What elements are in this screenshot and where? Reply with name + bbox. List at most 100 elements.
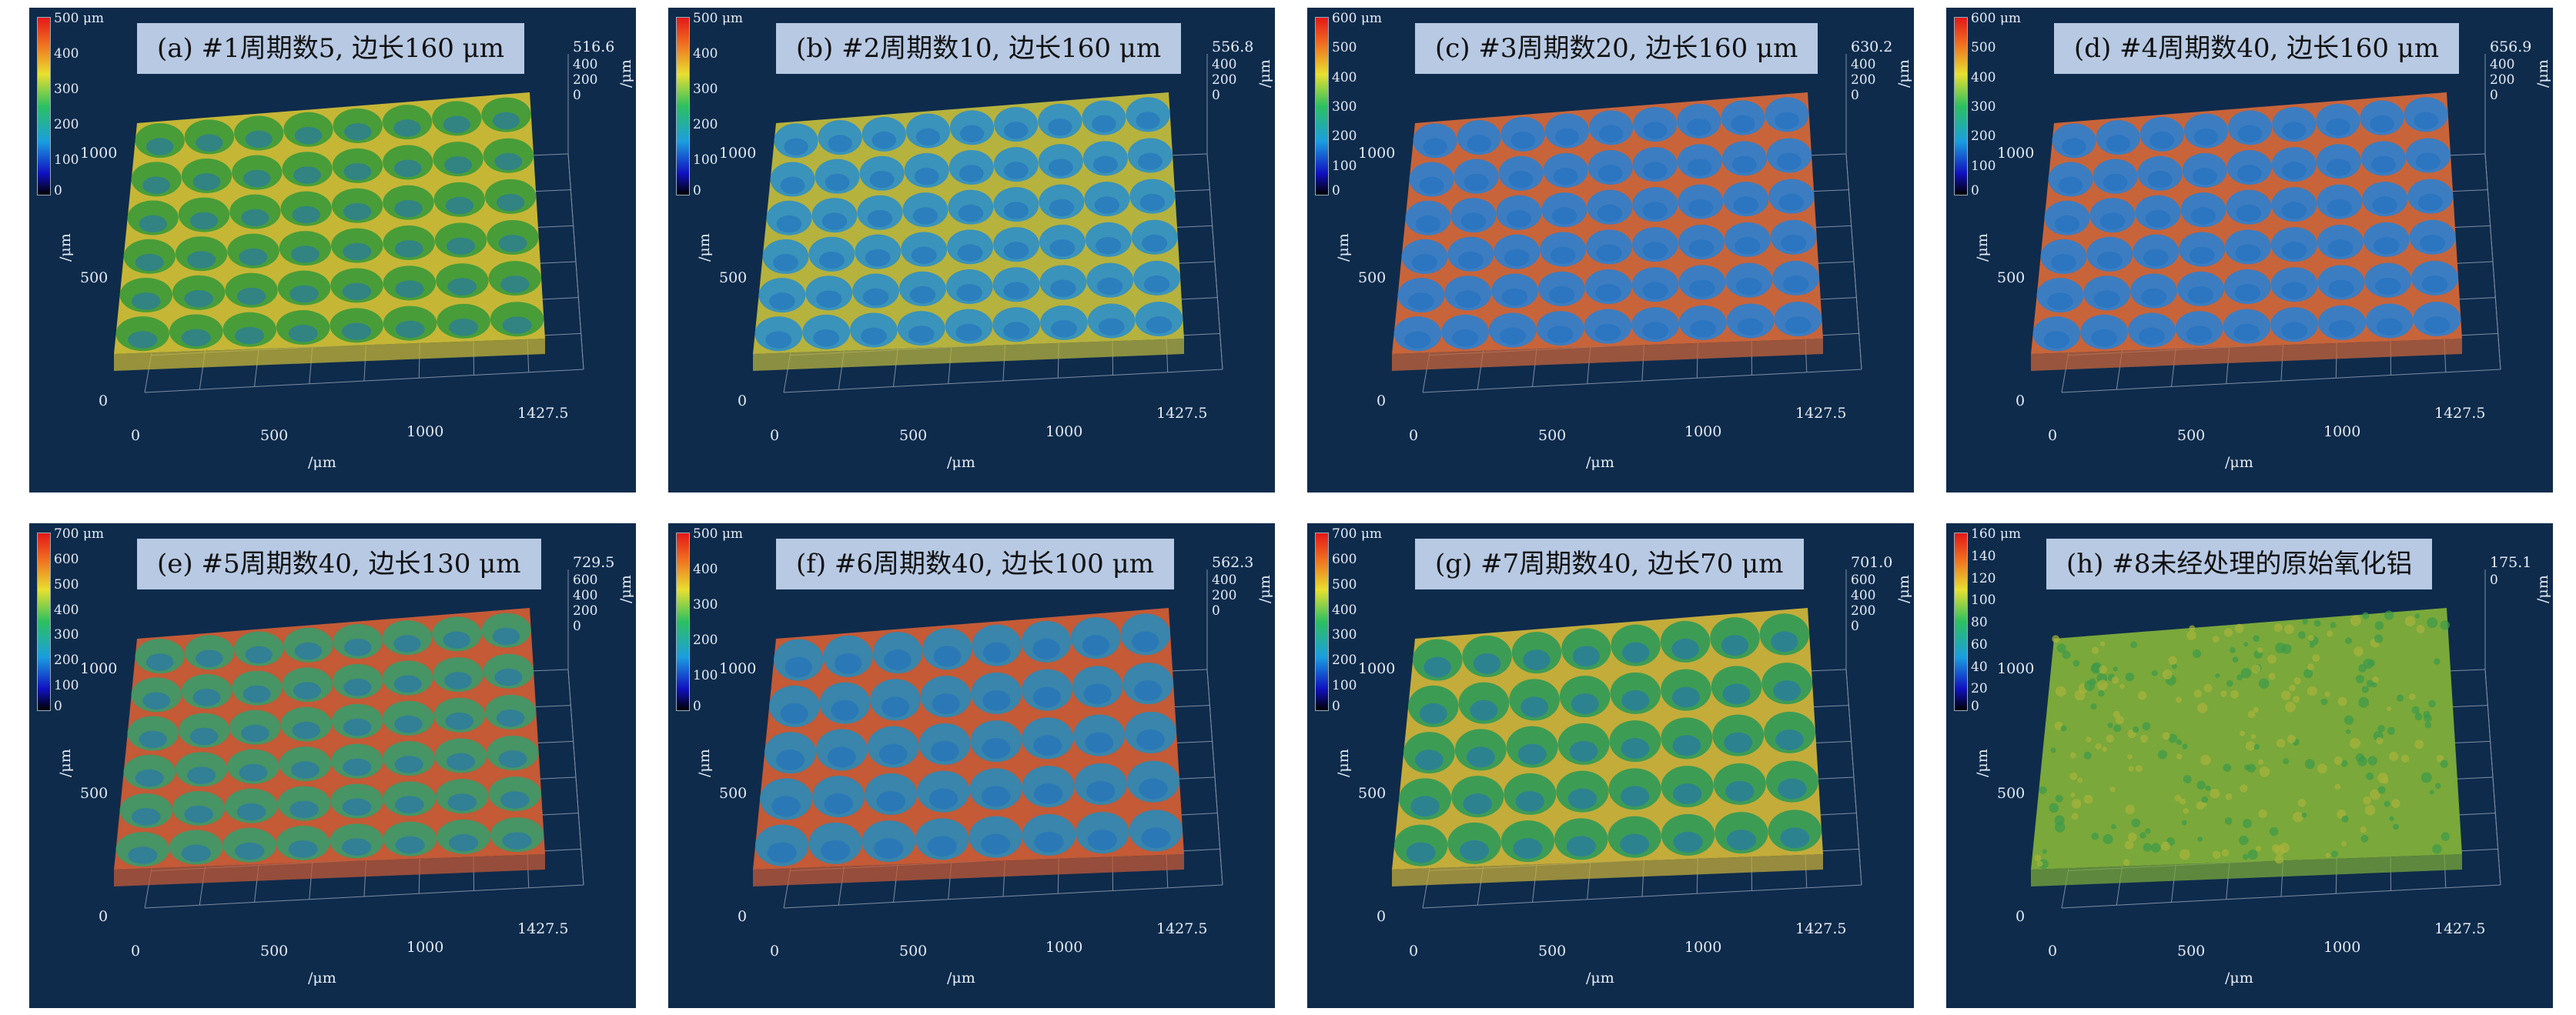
colorbar-tick-label: 500 (54, 577, 79, 593)
z-axis-tick-label: 0 (1851, 619, 1859, 634)
y-axis-tick-label: 0 (2016, 392, 2025, 409)
z-axis-tick-label: 400 (1851, 57, 1875, 72)
colorbar-tick-label: 300 (54, 82, 79, 97)
z-axis-tick-label: 200 (573, 72, 597, 88)
colorbar-tick-label: 100 (54, 152, 79, 168)
y-axis-tick-label: 0 (1377, 908, 1386, 925)
x-axis-unit-label: /μm (947, 970, 975, 987)
y-axis-unit-label: /μm (696, 749, 713, 777)
x-axis-tick-label: 1000 (406, 423, 443, 440)
y-axis-tick-label: 500 (1358, 785, 1386, 802)
panel-title: (b) #2周期数10, 边长160 μm (776, 23, 1181, 74)
z-axis-tick-label: 400 (1851, 588, 1875, 603)
colorbar-tick-label: 0 (1332, 699, 1340, 714)
panel-e: (e) #5周期数40, 边长130 μm 700 μm 600 500 400 300 2… (29, 523, 636, 1008)
colorbar-tick-label: 400 (1971, 70, 1996, 85)
x-axis-tick-label: 0 (1409, 427, 1418, 444)
z-axis-tick-label: 0 (1212, 88, 1220, 103)
surface (1392, 92, 1823, 371)
colorbar-tick-label: 200 (1332, 653, 1357, 668)
x-axis-tick-label: 1000 (1045, 939, 1082, 956)
colorbar-tick-label: 200 (1971, 129, 1996, 144)
panel-title: (h) #8未经处理的原始氧化铝 (2046, 539, 2432, 589)
colorbar-tick-label: 700 μm (1332, 526, 1382, 542)
colorbar-tick-label: 0 (54, 699, 62, 714)
colorbar-tick-label: 300 (54, 627, 79, 643)
x-axis-unit-label: /μm (2225, 454, 2253, 471)
colorbar-tick-label: 120 (1971, 571, 1996, 586)
colorbar (1315, 533, 1329, 711)
y-axis-tick-label: 1000 (1358, 660, 1395, 677)
x-axis-tick-label: 1000 (2323, 423, 2360, 440)
y-axis-tick-label: 500 (1997, 785, 2025, 802)
z-axis-max-label: 656.9 (2490, 38, 2531, 55)
z-axis-unit-label: /μm (617, 59, 634, 88)
z-axis-tick-label: 400 (573, 588, 597, 603)
z-axis-max-label: 175.1 (2490, 554, 2531, 571)
colorbar-tick-label: 100 (1971, 593, 1996, 608)
colorbar-tick-label: 100 (1332, 678, 1357, 693)
y-axis-unit-label: /μm (57, 749, 74, 777)
x-axis-tick-label: 500 (899, 427, 927, 444)
colorbar-tick-label: 0 (693, 183, 701, 199)
z-axis-unit-label: /μm (617, 575, 634, 603)
z-axis-unit-label: /μm (2534, 575, 2551, 603)
x-axis-tick-label: 500 (2177, 427, 2205, 444)
z-axis-max-label: 556.8 (1212, 38, 1253, 55)
colorbar (1954, 17, 1968, 195)
colorbar-tick-label: 400 (1332, 603, 1357, 618)
x-axis-tick-label: 500 (2177, 943, 2205, 960)
z-axis-max-label: 701.0 (1851, 554, 1892, 571)
y-axis-tick-label: 500 (80, 785, 108, 802)
z-axis-tick-label: 200 (1851, 603, 1875, 619)
panel-b: (b) #2周期数10, 边长160 μm 500 μm 400 300 200 100 0… (668, 8, 1275, 492)
y-axis-tick-label: 1000 (80, 145, 117, 162)
y-axis-tick-label: 500 (80, 269, 108, 286)
colorbar-tick-label: 300 (1332, 99, 1357, 115)
y-axis-tick-label: 1000 (1358, 145, 1395, 162)
x-axis-tick-label: 0 (2048, 943, 2057, 960)
z-axis-tick-label: 0 (1851, 88, 1859, 103)
colorbar-tick-label: 0 (693, 699, 701, 714)
colorbar-tick-label: 200 (1332, 129, 1357, 144)
panel-f: (f) #6周期数40, 边长100 μm 500 μm 400 300 200 100 0… (668, 523, 1275, 1008)
colorbar-tick-label: 400 (693, 46, 718, 62)
z-axis-tick-label: 200 (573, 603, 597, 619)
colorbar-tick-label: 300 (1971, 99, 1996, 115)
colorbar-tick-label: 0 (1332, 183, 1340, 199)
colorbar-tick-label: 600 μm (1971, 11, 2021, 26)
y-axis-tick-label: 0 (738, 392, 747, 409)
surface (1392, 608, 1823, 886)
z-axis-tick-label: 400 (1212, 573, 1236, 588)
colorbar (1315, 17, 1329, 195)
colorbar-tick-label: 200 (693, 117, 718, 132)
colorbar-tick-label: 300 (693, 82, 718, 97)
z-axis-max-label: 729.5 (573, 554, 614, 571)
z-axis-tick-label: 0 (573, 619, 581, 634)
y-axis-tick-label: 1000 (1997, 660, 2034, 677)
y-axis-unit-label: /μm (1974, 233, 1991, 262)
colorbar (1954, 533, 1968, 711)
x-axis-tick-label: 500 (899, 943, 927, 960)
y-axis-unit-label: /μm (1335, 233, 1352, 262)
colorbar-tick-label: 400 (1332, 70, 1357, 85)
colorbar-tick-label: 40 (1971, 659, 1988, 675)
colorbar-tick-label: 0 (54, 183, 62, 199)
colorbar-tick-label: 200 (693, 633, 718, 648)
colorbar-tick-label: 100 (693, 668, 718, 683)
colorbar-tick-label: 100 (693, 152, 718, 168)
y-axis-tick-label: 1000 (719, 660, 756, 677)
colorbar-tick-label: 600 (1332, 552, 1357, 567)
y-axis-tick-label: 0 (738, 908, 747, 925)
colorbar-tick-label: 400 (54, 603, 79, 618)
x-axis-tick-label: 1000 (2323, 939, 2360, 956)
panel-g: (g) #7周期数40, 边长70 μm 700 μm 600 500 400 300 20… (1307, 523, 1914, 1008)
z-axis-tick-label: 400 (573, 57, 597, 72)
z-axis-tick-label: 400 (2490, 57, 2514, 72)
x-axis-tick-label: 1427.5 (1795, 920, 1846, 937)
colorbar-tick-label: 140 (1971, 549, 1996, 564)
y-axis-tick-label: 0 (2016, 908, 2025, 925)
x-axis-tick-label: 1000 (1045, 423, 1082, 440)
panel-a: (a) #1周期数5, 边长160 μm 500 μm 400 300 200 100 0 5… (29, 8, 636, 492)
